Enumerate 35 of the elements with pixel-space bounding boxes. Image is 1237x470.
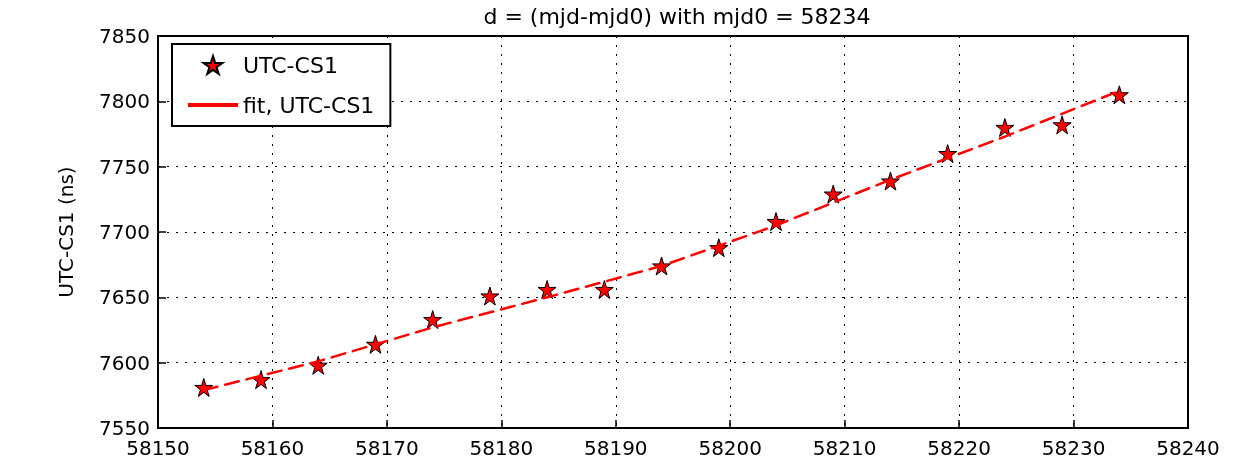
point [423,310,443,330]
y-axis-title: UTC-CS1 (ns) [54,166,78,298]
point [1109,85,1129,105]
x-tick-label: 58230 [1041,436,1106,460]
point [938,144,958,164]
y-tick-label: 7750 [99,154,150,179]
y-tick-label: 7650 [99,285,150,310]
point [1052,115,1072,135]
x-tick-label: 58240 [1156,436,1220,460]
x-tick-label: 58200 [698,436,763,460]
y-tick-label: 7800 [99,89,150,114]
point [995,117,1015,137]
legend-label: UTC-CS1 [243,52,338,78]
point [652,256,672,276]
y-tick-label: 7850 [99,24,150,48]
y-tick-label: 7700 [99,220,150,244]
x-tick-label: 58170 [355,436,419,460]
y-tick-label: 7600 [99,350,150,375]
point [251,370,271,390]
x-tick-label: 58210 [812,436,877,460]
x-tick-label: 58180 [469,436,534,460]
point [766,212,786,232]
point [480,286,500,306]
x-tick-label: 58220 [927,436,991,460]
x-tick-label: 58160 [240,436,305,460]
chart-title: d = (mjd-mjd0) with mjd0 = 58234 [483,3,871,29]
point [594,279,614,299]
point [709,238,729,258]
x-tick-label: 58190 [583,436,648,460]
point [823,184,843,204]
point [880,171,900,191]
legend-label: fit, UTC-CS1 [243,92,375,118]
point [537,279,557,299]
point [308,355,328,375]
point [194,377,214,397]
